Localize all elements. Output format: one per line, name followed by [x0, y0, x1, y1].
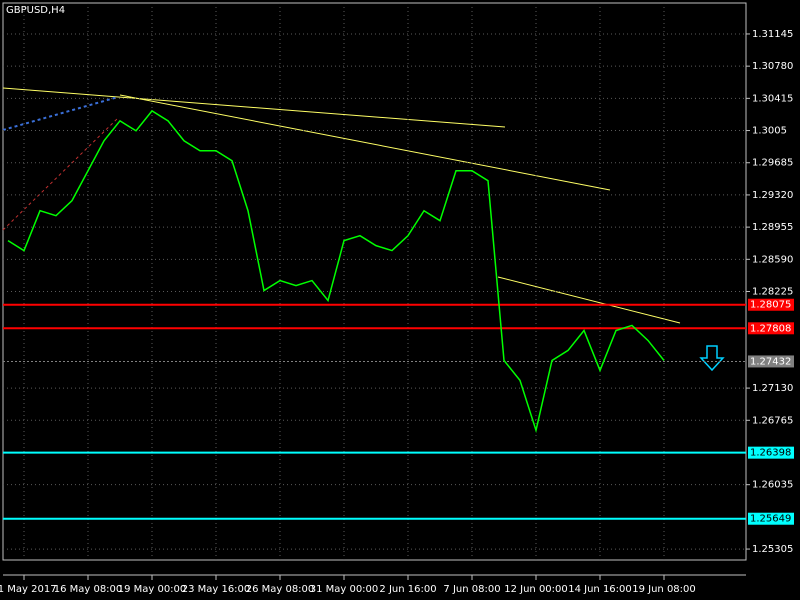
level-label: 1.26398 — [750, 448, 791, 459]
y-tick-label: 1.26035 — [752, 480, 793, 491]
x-tick-label: 12 Jun 00:00 — [504, 584, 568, 595]
x-tick-label: 11 May 2017 — [0, 584, 57, 595]
x-tick-label: 19 Jun 08:00 — [632, 584, 696, 595]
x-tick-label: 7 Jun 08:00 — [443, 584, 500, 595]
x-tick-label: 26 May 08:00 — [246, 584, 315, 595]
y-tick-label: 1.30415 — [752, 93, 793, 104]
level-label-box — [748, 446, 794, 459]
y-tick-label: 1.28225 — [752, 287, 793, 298]
chart-title: GBPUSD,H4 — [6, 5, 65, 16]
y-tick-label: 1.25305 — [752, 544, 793, 555]
x-tick-label: 2 Jun 16:00 — [379, 584, 436, 595]
level-label-box — [748, 512, 794, 525]
projection-line — [2, 117, 119, 231]
y-tick-label: 1.28590 — [752, 254, 793, 265]
y-tick-label: 1.29685 — [752, 158, 793, 169]
x-tick-label: 23 May 16:00 — [182, 584, 251, 595]
trend-line — [119, 94, 611, 191]
level-label: 1.27808 — [750, 323, 791, 334]
y-tick-label: 1.30780 — [752, 61, 793, 72]
y-tick-label: 1.3005 — [752, 126, 787, 137]
level-label: 1.28075 — [750, 300, 791, 311]
level-label-box — [748, 298, 794, 311]
x-tick-label: 19 May 00:00 — [118, 584, 187, 595]
current-price-box — [748, 355, 794, 368]
x-tick-label: 16 May 08:00 — [54, 584, 123, 595]
price-line — [7, 109, 665, 434]
y-tick-label: 1.27130 — [752, 383, 793, 394]
y-tick-label: 1.31145 — [752, 29, 793, 40]
current-price-label: 1.27432 — [750, 356, 791, 367]
y-tick-label: 1.28955 — [752, 222, 793, 233]
trend-line — [2, 87, 506, 128]
trend-line — [497, 276, 681, 324]
x-tick-label: 14 Jun 16:00 — [568, 584, 632, 595]
level-label: 1.25649 — [750, 514, 791, 525]
level-label-box — [748, 322, 794, 335]
y-tick-label: 1.29320 — [752, 190, 793, 201]
plot-frame — [2, 2, 747, 561]
y-tick-label: 1.26765 — [752, 415, 793, 426]
projection-line — [2, 96, 119, 131]
x-tick-label: 31 May 00:00 — [310, 584, 379, 595]
sell-arrow — [699, 345, 725, 372]
